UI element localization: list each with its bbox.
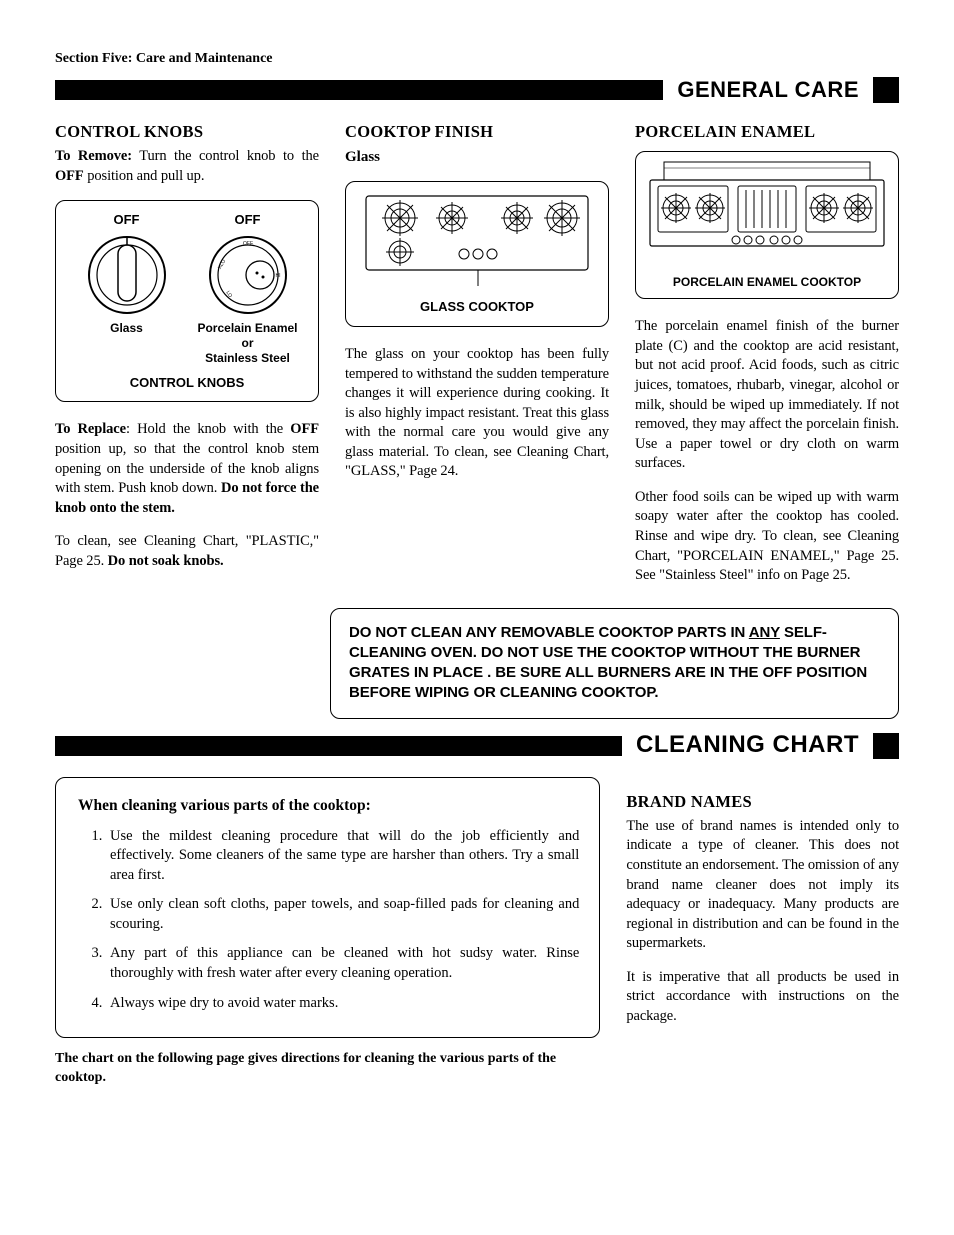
figure-glass-cooktop: GLASS COOKTOP (345, 181, 609, 327)
banner-title-2: CLEANING CHART (622, 729, 873, 761)
banner-general-care: GENERAL CARE (55, 77, 899, 103)
banner-lead-fill-2 (55, 736, 622, 756)
knob-glass-label: Glass (66, 321, 187, 336)
p-replace: To Replace: Hold the knob with the OFF p… (55, 420, 319, 518)
label-off: OFF (55, 168, 84, 184)
knob-pe-label: Porcelain Enamel or Stainless Steel (187, 321, 308, 366)
knob-cell-glass: OFF Glass (66, 211, 187, 336)
lower-left: When cleaning various parts of the cookt… (55, 777, 600, 1088)
svg-text:XLO: XLO (217, 258, 227, 270)
text: or (242, 336, 254, 350)
warning-pre: DO NOT CLEAN ANY REMOVABLE COOKTOP PARTS… (349, 624, 749, 641)
section-header: Section Five: Care and Maintenance (55, 50, 899, 69)
heading-cooktop-finish: COOKTOP FINISH (345, 121, 609, 143)
warning-underline: ANY (749, 624, 780, 641)
heading-control-knobs: CONTROL KNOBS (55, 121, 319, 143)
svg-text:OFF: OFF (243, 241, 253, 247)
knob-off-label: OFF (66, 211, 187, 229)
p-remove: To Remove: Turn the control knob to the … (55, 147, 319, 186)
glass-knob-icon (85, 233, 169, 317)
banner-end-square-2 (873, 733, 899, 759)
p-glass-body: The glass on your cooktop has been fully… (345, 345, 609, 482)
column-control-knobs: CONTROL KNOBS To Remove: Turn the contro… (55, 121, 319, 600)
p-porcelain-2: Other food soils can be wiped up with wa… (635, 488, 899, 586)
tips-list: Use the mildest cleaning procedure that … (78, 827, 579, 1014)
glass-cooktop-icon (362, 190, 592, 290)
tips-footnote: The chart on the following page gives di… (55, 1050, 600, 1088)
svg-text:HI: HI (275, 273, 280, 279)
column-porcelain-enamel: PORCELAIN ENAMEL (635, 121, 899, 600)
knob-cell-pe: OFF OFF HI XLO LO Porcelain Enamel (187, 211, 308, 366)
warning-box: DO NOT CLEAN ANY REMOVABLE COOKTOP PARTS… (330, 608, 899, 719)
banner-lead-fill (55, 80, 663, 100)
porcelain-cooktop-icon (646, 158, 888, 266)
label-to-replace: To Replace (55, 421, 126, 437)
three-column-region: CONTROL KNOBS To Remove: Turn the contro… (55, 121, 899, 600)
p-brands-2: It is imperative that all products be us… (626, 968, 899, 1027)
tips-box: When cleaning various parts of the cookt… (55, 777, 600, 1038)
label-off-2: OFF (290, 421, 319, 437)
list-item: Any part of this appliance can be cleane… (106, 944, 579, 983)
list-item: Use only clean soft cloths, paper towels… (106, 895, 579, 934)
text: Porcelain Enamel (197, 321, 297, 335)
figure-caption-porcelain: PORCELAIN ENAMEL COOKTOP (642, 274, 892, 290)
banner-title: GENERAL CARE (663, 75, 873, 105)
tips-title: When cleaning various parts of the cookt… (78, 796, 579, 817)
lower-region: When cleaning various parts of the cookt… (55, 777, 899, 1088)
p-porcelain-1: The porcelain enamel finish of the burne… (635, 317, 899, 474)
knob-off-label-2: OFF (187, 211, 308, 229)
text: position and pull up. (84, 168, 205, 184)
banner-end-square (873, 77, 899, 103)
figure-caption-glass: GLASS COOKTOP (354, 298, 600, 316)
figure-control-knobs: OFF Glass OFF (55, 200, 319, 402)
heading-brand-names: BRAND NAMES (626, 791, 899, 813)
subheading-glass: Glass (345, 147, 609, 167)
banner-cleaning-chart: CLEANING CHART (55, 733, 899, 759)
list-item: Always wipe dry to avoid water marks. (106, 994, 579, 1014)
list-item: Use the mildest cleaning procedure that … (106, 827, 579, 886)
pe-knob-icon: OFF HI XLO LO (206, 233, 290, 317)
knob-grid: OFF Glass OFF (66, 211, 308, 366)
svg-text:LO: LO (224, 290, 233, 299)
column-cooktop-finish: COOKTOP FINISH Glass GLASS COOKTOP (345, 121, 609, 600)
p-clean-plastic: To clean, see Cleaning Chart, "PLASTIC,"… (55, 532, 319, 571)
figure-caption-control-knobs: CONTROL KNOBS (66, 374, 308, 392)
text: : Hold the knob with the (126, 421, 290, 437)
label-to-remove: To Remove: (55, 148, 132, 164)
figure-porcelain-cooktop: PORCELAIN ENAMEL COOKTOP (635, 151, 899, 299)
text: Stainless Steel (205, 351, 290, 365)
heading-porcelain: PORCELAIN ENAMEL (635, 121, 899, 143)
label-no-soak: Do not soak knobs. (108, 553, 224, 569)
lower-right: BRAND NAMES The use of brand names is in… (626, 777, 899, 1088)
p-brands-1: The use of brand names is intended only … (626, 817, 899, 954)
text: Turn the control knob to the (132, 148, 319, 164)
